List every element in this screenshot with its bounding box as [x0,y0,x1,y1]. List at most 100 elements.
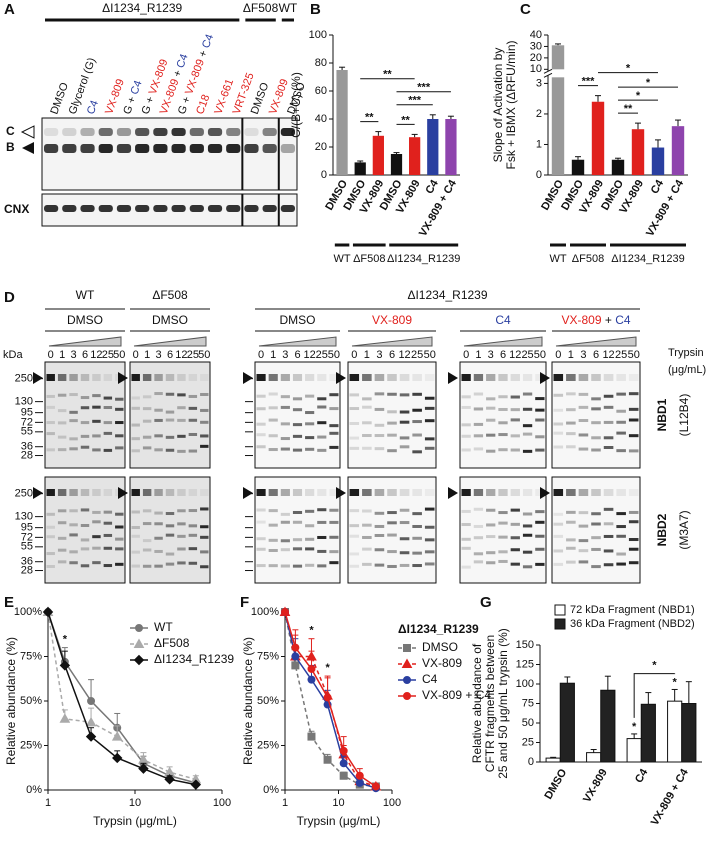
blot-band [329,508,339,512]
blot-band [103,421,113,425]
blot-band [329,550,339,554]
blot-band [329,445,339,449]
y-tick-label: 3 [536,77,542,89]
blot-band [131,374,140,381]
blot-band [57,448,67,452]
group-label: WT [549,253,566,265]
axis-break [543,68,553,74]
bar [600,689,616,763]
y-tick-label: 50% [20,695,42,707]
blot-band [473,524,484,528]
blot-band [135,144,150,153]
annotation: * [309,625,314,637]
blot [41,193,298,227]
blot-band [317,508,327,512]
blot-band [200,408,209,412]
y-tick-label: 25 [522,736,534,748]
bar [409,137,421,175]
blot-band [522,432,533,436]
blot-band [135,128,150,136]
blot-band [317,489,327,496]
y-axis-label: Fsk + IBMX (ΔRFU/min) [504,40,518,169]
blot-band [46,432,55,436]
trypsin-lane-label: 25 [187,349,199,361]
blot-band [200,374,209,381]
y-tick-label: 2 [536,108,542,120]
blot-band [349,534,360,538]
blot-band [329,407,339,411]
legend-label: DMSO [422,640,458,654]
blot-band [628,407,639,411]
blot-band [603,446,614,450]
blot-band [103,406,113,410]
trypsin-lane-label: 0 [555,349,561,361]
blot-band [616,562,626,566]
blot-band [412,551,422,555]
blot-band [280,437,290,441]
bar [445,119,457,175]
trypsin-label: (μg/mL) [668,364,706,376]
lane-label-part: C4 [200,33,216,50]
blot-band [591,448,601,452]
blot-band [317,564,327,568]
blot-band [486,449,496,453]
blot-band [317,374,327,381]
bar [390,154,403,175]
band-arrow [22,142,34,154]
blot-band [46,525,55,529]
blot-band [131,437,140,441]
blot-band [177,522,186,526]
blot-band [578,392,589,396]
blot-band [268,548,278,552]
blot-band [486,406,496,410]
blot-band [399,521,410,525]
marker-label: 28 [21,564,33,576]
point [59,660,71,671]
blot-band [387,392,397,396]
blot-band [305,422,315,426]
x-tick-label: 1 [282,797,288,809]
blot-band [510,408,520,412]
blot-band [256,433,266,437]
blot-band [412,408,422,412]
blot-band [461,434,471,438]
blot-band [616,409,626,413]
blot-band [292,547,303,551]
blot-band [244,144,259,153]
blot-band [329,424,339,428]
blot-band [412,420,422,424]
treatment-label: DMSO [152,313,188,327]
blot-band [412,392,422,396]
blot-band [115,397,124,401]
blot-band [165,524,175,528]
blot-band [262,128,277,136]
trypsin-lane-label: 0 [133,349,139,361]
significance-bracket [633,673,676,718]
legend-label: WT [154,620,173,634]
blot-band [374,524,385,528]
blot-band [424,374,435,381]
blot-band [131,564,140,568]
band-label: C [6,124,15,138]
blot-band [535,510,545,514]
blot-band [80,538,90,542]
blot-band [57,374,67,381]
blot-band [171,128,186,136]
blot-band [131,534,140,538]
x-tick-label: C4 [633,766,651,785]
blot-band [578,539,589,543]
blot-band [473,422,484,426]
blot-band [103,533,113,537]
blot-band [268,392,278,396]
blot-band [535,408,545,412]
blot-band [522,407,533,411]
blot-band [244,205,259,212]
blot-band [200,535,209,539]
blot-band [280,374,290,381]
blot-band [317,421,327,425]
blot-band [473,552,484,556]
band-arrow [33,487,43,499]
blot-band [103,489,113,496]
blot-band [200,507,209,511]
blot-band [399,489,410,496]
